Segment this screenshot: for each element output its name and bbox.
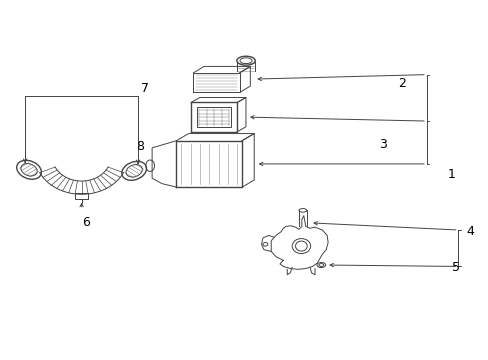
Text: 5: 5 bbox=[451, 261, 459, 274]
Text: 6: 6 bbox=[82, 216, 90, 229]
Text: 3: 3 bbox=[378, 138, 386, 151]
Bar bbox=[197, 107, 231, 127]
Text: 1: 1 bbox=[447, 168, 454, 181]
Text: 4: 4 bbox=[466, 225, 473, 238]
Text: 2: 2 bbox=[398, 77, 406, 90]
Text: 8: 8 bbox=[136, 140, 143, 153]
Text: 7: 7 bbox=[141, 82, 148, 95]
Bar bbox=[75, 193, 88, 199]
